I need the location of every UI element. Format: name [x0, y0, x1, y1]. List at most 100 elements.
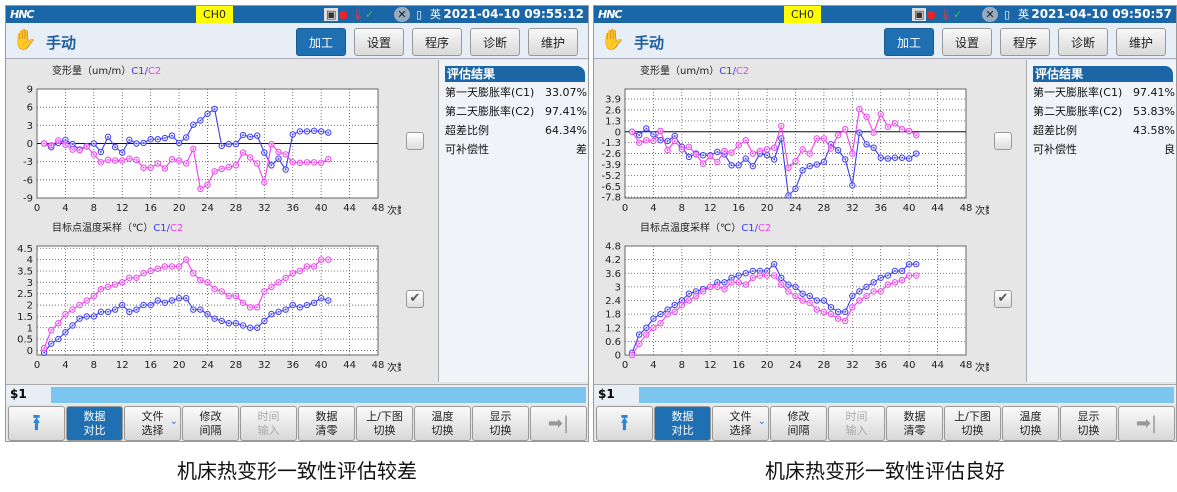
tab-2[interactable]: 程序 [1000, 28, 1050, 56]
x-tick-label: 40 [903, 360, 916, 371]
data-point-c2 [657, 320, 664, 327]
data-point-c2 [714, 158, 721, 166]
softkey-7[interactable]: 温度 切换 [1002, 406, 1059, 441]
tab-0[interactable]: 加工 [884, 28, 934, 56]
data-point-c2 [678, 301, 686, 309]
data-point-c1 [275, 308, 282, 316]
x-tick-label: 36 [286, 203, 299, 214]
tab-0[interactable]: 加工 [296, 28, 346, 56]
softkey-3[interactable]: 修改 间隔 [770, 406, 827, 441]
command-input[interactable] [51, 387, 586, 403]
next-end-icon: ➡| [1135, 413, 1158, 434]
x-tick-label: 32 [258, 360, 271, 371]
close-icon[interactable]: ✕ [394, 7, 410, 22]
softkey-5[interactable]: 数据 清零 [298, 406, 355, 441]
softkey-7[interactable]: 温度 切换 [414, 406, 471, 441]
data-point-c1 [190, 306, 197, 313]
data-point-c1 [275, 155, 282, 162]
chevron-down-icon: ⌄ [169, 416, 178, 427]
data-point-c1 [254, 324, 261, 331]
data-point-c2 [168, 156, 176, 163]
y-tick-label: 4.8 [605, 242, 621, 253]
softkey-9[interactable]: ➡| [530, 406, 587, 441]
softkey-1[interactable]: 数据 对比 [66, 406, 123, 441]
softkey-2[interactable]: 文件 选择 ⌄ [124, 406, 181, 441]
data-point-c1 [261, 317, 268, 325]
y-tick-label: 4 [27, 255, 33, 266]
softkey-9[interactable]: ➡| [1118, 406, 1175, 441]
data-point-c2 [140, 164, 147, 171]
softkey-4[interactable]: 时间 输入 [828, 406, 885, 441]
x-tick-label: 36 [286, 360, 299, 371]
softkey-8[interactable]: 显示 切换 [1060, 406, 1117, 441]
data-point-c2 [735, 141, 742, 149]
result-label: 第二天膨胀率(C2) [445, 105, 535, 118]
data-point-c1 [863, 283, 870, 291]
hnc-logo: HNC [10, 8, 34, 21]
tab-4[interactable]: 维护 [1116, 28, 1166, 56]
x-tick-label: 44 [931, 360, 944, 371]
x-tick-label: 28 [818, 203, 831, 214]
softkey-6[interactable]: 上/下图 切换 [944, 406, 1001, 441]
caption: 机床热变形一致性评估较差 [177, 459, 417, 483]
softkey-0[interactable]: ⭱ [596, 406, 653, 441]
data-point-c2 [246, 304, 254, 311]
softkey-0[interactable]: ⭱ [8, 406, 65, 441]
deformation-chart-checkbox[interactable] [994, 132, 1012, 150]
y-tick-label: 0 [27, 139, 33, 150]
softkey-5[interactable]: 数据 清零 [886, 406, 943, 441]
y-tick-label: 3.5 [17, 266, 33, 277]
tab-3[interactable]: 诊断 [1058, 28, 1108, 56]
tab-2[interactable]: 程序 [412, 28, 462, 56]
softkey-2[interactable]: 文件 选择 ⌄ [712, 406, 769, 441]
data-point-c2 [643, 331, 650, 338]
data-point-c2 [147, 267, 154, 275]
data-point-c1 [699, 152, 707, 159]
data-point-c2 [664, 147, 671, 154]
legend-separator: / [755, 223, 759, 234]
tab-4[interactable]: 维护 [528, 28, 578, 56]
line-chart: 目标点温度采样（℃）C1/C20 4 8 12 16 20 24 28 32 36 40 44 4800… [17, 221, 401, 374]
data-point-c2 [111, 281, 119, 288]
data-point-c2 [289, 270, 296, 277]
data-point-c2 [856, 105, 863, 113]
tab-1[interactable]: 设置 [942, 28, 992, 56]
data-point-c2 [728, 149, 735, 156]
temperature-chart-checkbox[interactable]: ✔ [994, 290, 1012, 308]
softkey-3[interactable]: 修改 间隔 [182, 406, 239, 441]
command-input[interactable] [639, 387, 1174, 403]
x-tick-label: 20 [173, 360, 186, 371]
input-language[interactable]: 英 [1018, 8, 1029, 21]
data-point-c1 [97, 308, 105, 316]
data-point-c1 [834, 308, 842, 316]
data-point-c1 [204, 310, 211, 318]
x-tick-label: 12 [704, 203, 717, 214]
close-icon[interactable]: ✕ [982, 7, 998, 22]
data-point-c2 [55, 137, 62, 144]
y-tick-label: -6 [23, 175, 33, 186]
data-point-c2 [792, 157, 799, 165]
tab-3[interactable]: 诊断 [470, 28, 520, 56]
x-tick-label: 4 [650, 360, 656, 371]
result-row: 可补偿性 差 [445, 141, 587, 159]
softkey-1[interactable]: 数据 对比 [654, 406, 711, 441]
deformation-chart-checkbox[interactable] [406, 132, 424, 150]
x-tick-label: 8 [679, 203, 685, 214]
evaluation-results-panel: 评估结果 第一天膨胀率(C1) 33.07% 第二天膨胀率(C2) 97.41% 超差比例… [438, 60, 588, 382]
softkey-4[interactable]: 时间 输入 [240, 406, 297, 441]
y-tick-label: -7.8 [601, 193, 621, 204]
data-point-c1 [898, 267, 906, 275]
softkey-label: 数据 清零 [903, 410, 926, 437]
softkey-8[interactable]: 显示 切换 [472, 406, 529, 441]
data-point-c1 [254, 132, 261, 139]
data-point-c1 [55, 335, 62, 343]
tab-1[interactable]: 设置 [354, 28, 404, 56]
input-language[interactable]: 英 [430, 8, 441, 21]
x-tick-label: 32 [258, 203, 271, 214]
data-point-c1 [48, 340, 55, 347]
data-point-c2 [671, 137, 678, 145]
data-point-c1 [664, 137, 671, 145]
temperature-chart-checkbox[interactable]: ✔ [406, 290, 424, 308]
softkey-6[interactable]: 上/下图 切换 [356, 406, 413, 441]
data-point-c1 [126, 308, 133, 316]
